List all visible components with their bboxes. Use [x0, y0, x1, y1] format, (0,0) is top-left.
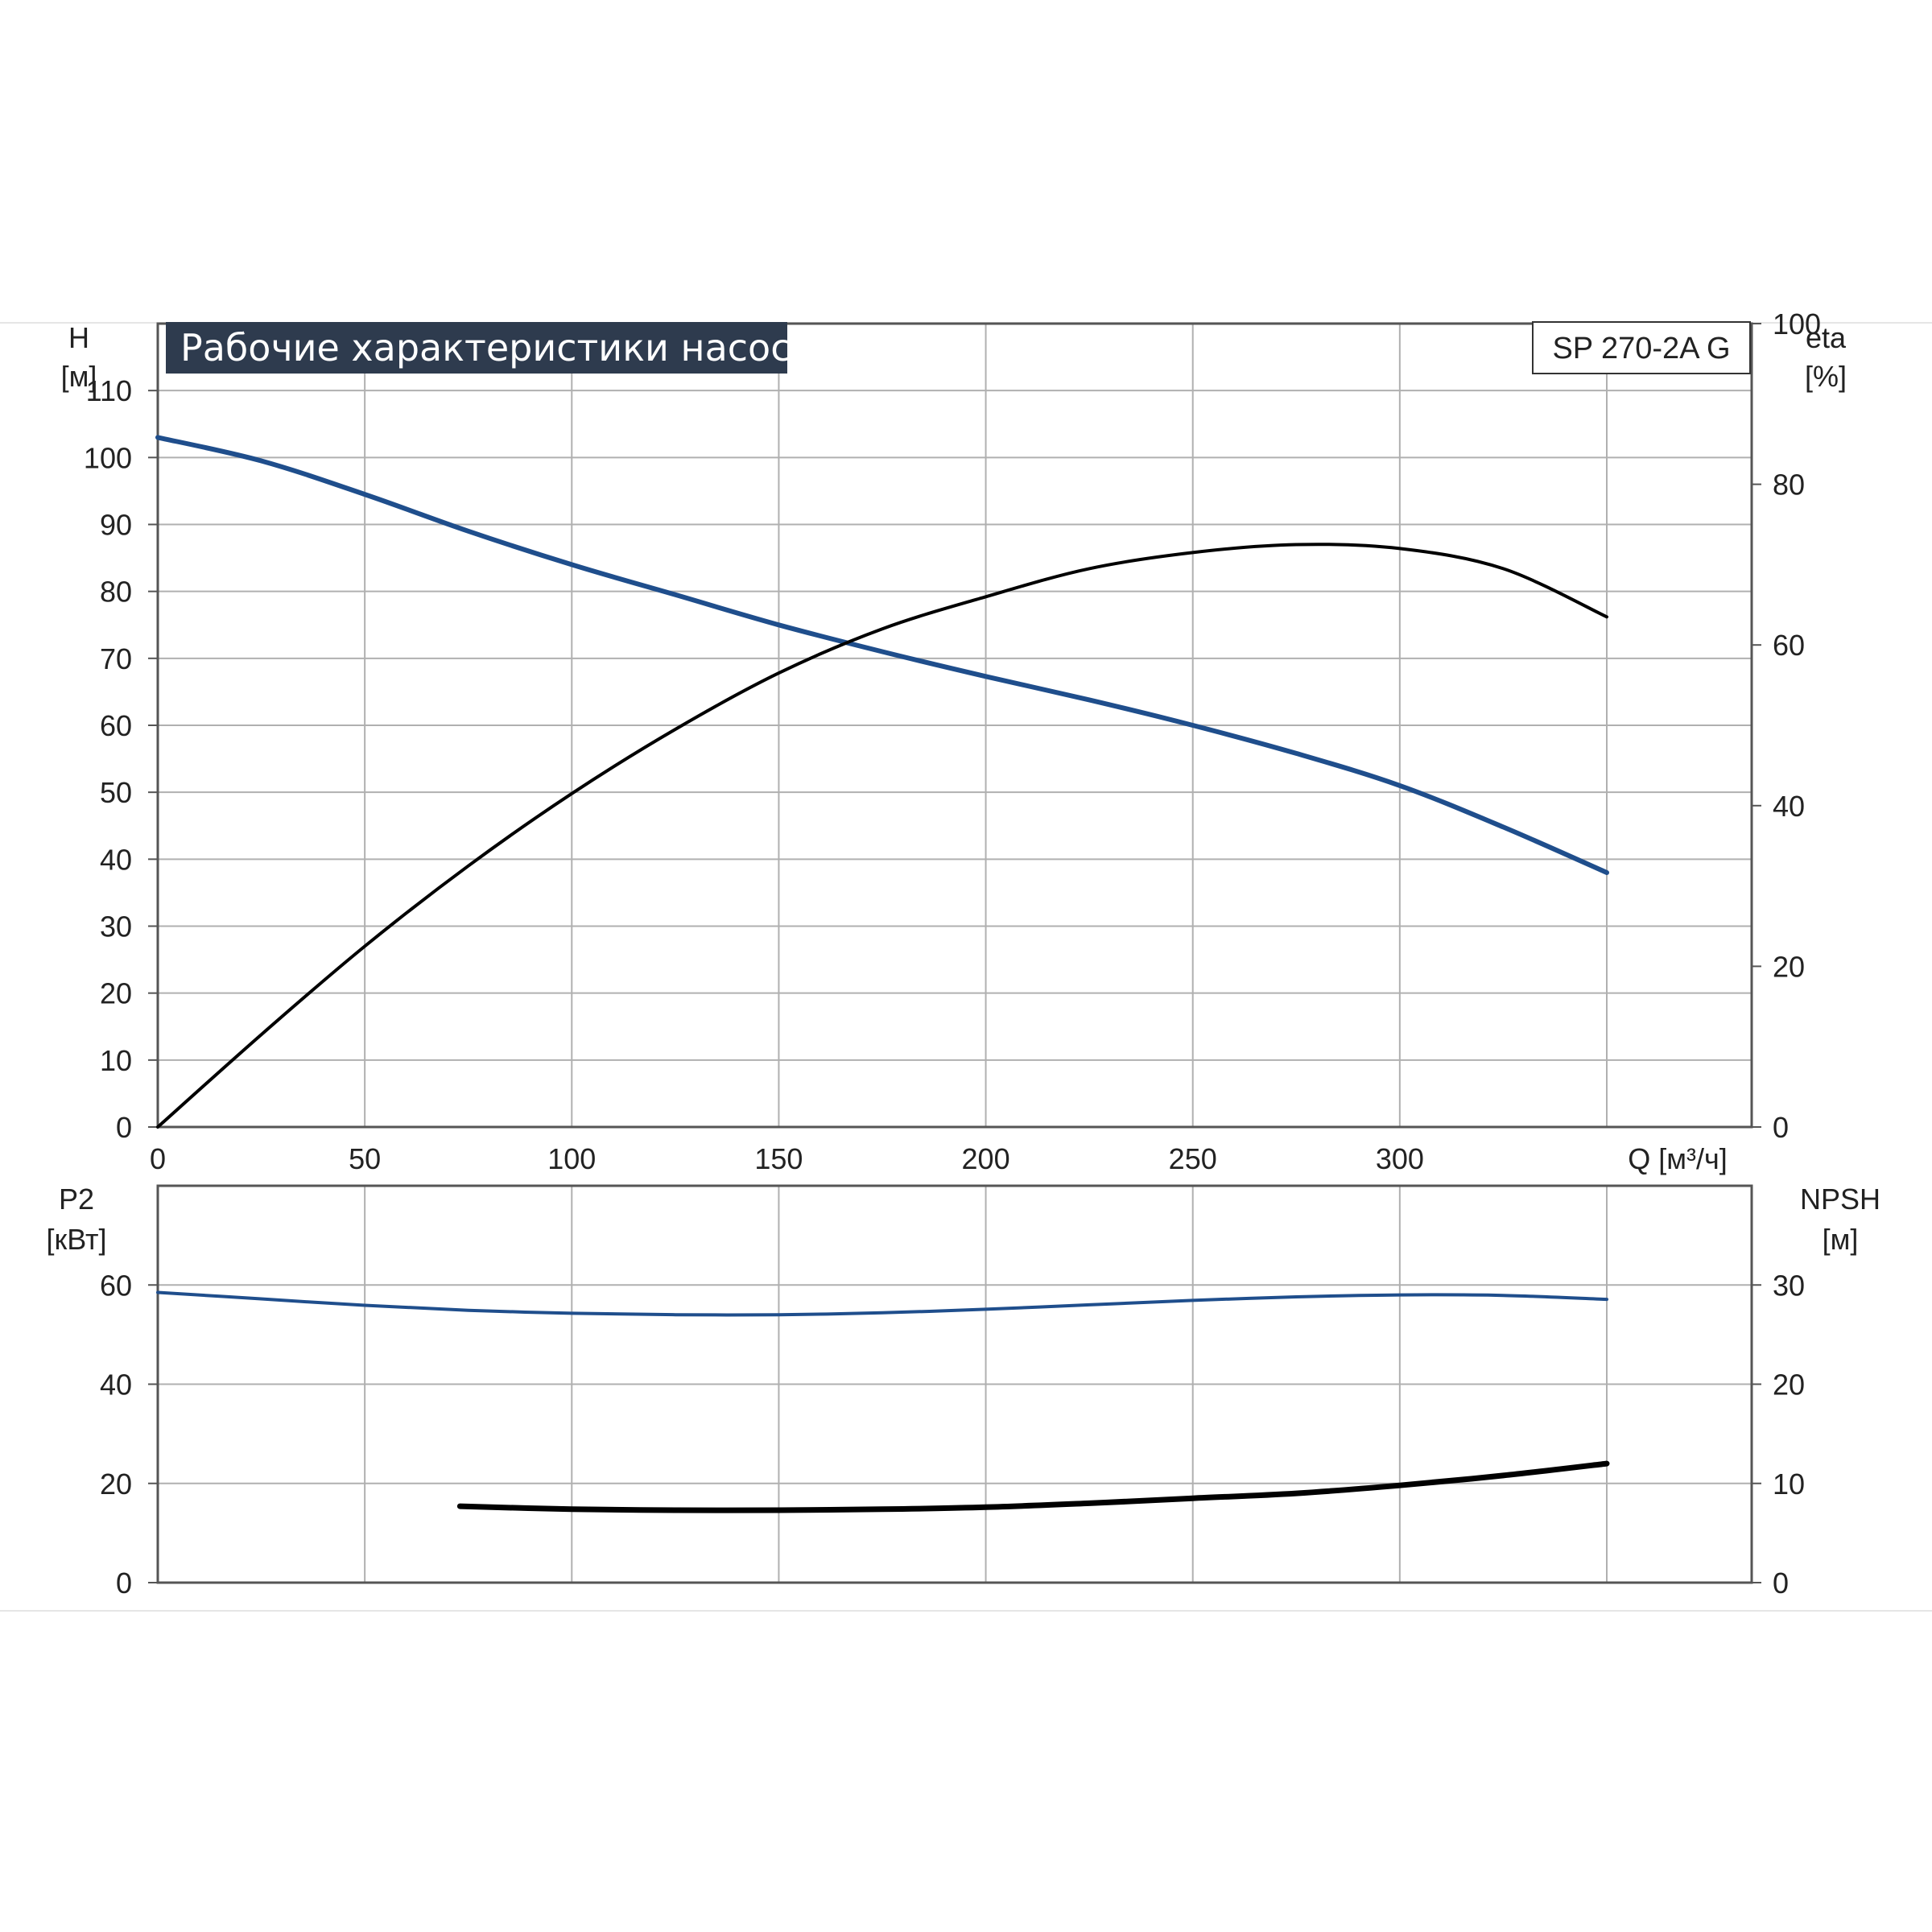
top-left-tick-label: 0 [116, 1111, 132, 1144]
top-left-tick-label: 50 [100, 776, 132, 809]
h-axis-unit: [м] [61, 360, 97, 393]
bottom-right-tick-label: 20 [1773, 1368, 1805, 1402]
p2-curve [156, 1290, 1608, 1317]
bottom-left-tick-label: 60 [100, 1269, 132, 1302]
x-tick-label: 100 [547, 1142, 596, 1175]
bottom-right-tick-label: 0 [1773, 1567, 1789, 1600]
x-tick-label: 0 [150, 1142, 166, 1175]
top-left-tick-label: 10 [100, 1044, 132, 1077]
top-left-tick-label: 40 [100, 843, 132, 876]
bottom-right-tick-label: 30 [1773, 1269, 1805, 1302]
top-left-tick-label: 80 [100, 576, 132, 609]
top-left-tick-label: 90 [100, 509, 132, 542]
top-right-tick-label: 40 [1773, 790, 1805, 823]
top-right-tick-label: 0 [1773, 1111, 1789, 1144]
bottom-right-tick-label: 10 [1773, 1468, 1805, 1501]
chart-title: Рабочие характеристики насоса [180, 326, 814, 369]
top-panel-grid [158, 323, 1752, 1127]
p2-axis-unit: [кВт] [46, 1223, 106, 1256]
top-left-tick-label: 60 [100, 709, 132, 742]
bottom-left-tick-label: 20 [100, 1468, 132, 1501]
bottom-left-tick-label: 0 [116, 1567, 132, 1600]
x-tick-label: 300 [1376, 1142, 1424, 1175]
q-axis-label: Q [м³/ч] [1628, 1142, 1728, 1175]
eta-axis-unit: [%] [1805, 360, 1847, 393]
p2-axis-label: P2 [59, 1183, 94, 1216]
bottom-left-tick-label: 40 [100, 1368, 132, 1402]
h-axis-label: H [68, 321, 89, 354]
title-box [166, 322, 787, 374]
h-curve [155, 435, 1609, 875]
top-left-tick-label: 110 [86, 374, 132, 407]
eta-curve [156, 543, 1608, 1129]
top-left-tick-label: 100 [84, 441, 132, 474]
x-tick-label: 150 [754, 1142, 803, 1175]
top-right-tick-label: 100 [1773, 308, 1821, 341]
curves [155, 435, 1610, 1513]
top-left-tick-label: 70 [100, 642, 132, 675]
model-box [1532, 321, 1751, 374]
top-right-tick-label: 60 [1773, 629, 1805, 662]
bottom-panel-grid [158, 1186, 1752, 1583]
eta-axis-label: eta [1806, 321, 1847, 354]
npsh-axis-unit: [м] [1823, 1223, 1859, 1256]
model-label: SP 270-2A G [1552, 332, 1730, 365]
npsh-curve [456, 1460, 1610, 1513]
top-right-tick-label: 20 [1773, 950, 1805, 983]
top-right-tick-label: 80 [1773, 469, 1805, 502]
top-left-tick-label: 30 [100, 910, 132, 943]
x-tick-label: 250 [1169, 1142, 1217, 1175]
top-left-tick-label: 20 [100, 977, 132, 1010]
x-tick-label: 50 [349, 1142, 381, 1175]
x-tick-label: 200 [962, 1142, 1010, 1175]
npsh-axis-label: NPSH [1800, 1183, 1880, 1216]
